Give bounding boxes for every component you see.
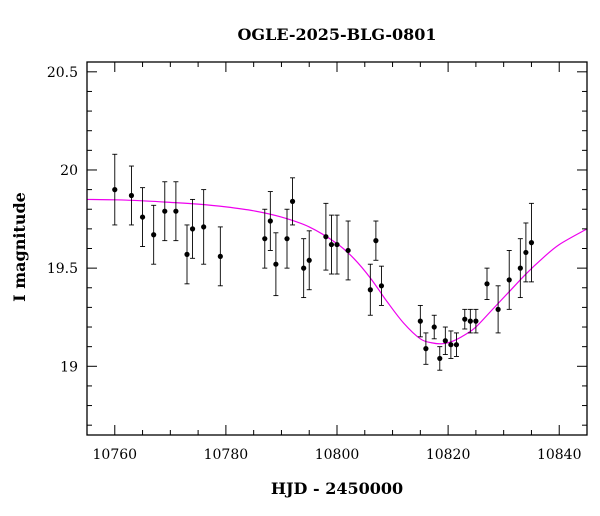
data-point-marker	[273, 261, 279, 267]
data-point-marker	[139, 214, 146, 220]
data-point	[267, 191, 273, 251]
data-point	[506, 250, 512, 310]
data-point	[139, 187, 146, 247]
data-point-marker	[467, 318, 473, 324]
data-point-marker	[128, 192, 135, 199]
data-point	[217, 226, 223, 287]
x-tick-label: 10780	[204, 447, 249, 463]
data-point	[442, 326, 448, 355]
data-point-marker	[306, 257, 312, 263]
y-axis-label: I magnitude	[10, 192, 29, 302]
data-point-marker	[328, 241, 335, 248]
data-point-marker	[262, 236, 268, 242]
data-point-marker	[473, 318, 479, 324]
data-point	[467, 308, 473, 334]
data-point-marker	[334, 241, 340, 248]
data-point	[173, 181, 179, 242]
data-point	[189, 198, 196, 259]
data-point-marker	[448, 342, 454, 348]
x-tick-label: 10820	[426, 447, 471, 463]
data-point	[423, 332, 429, 365]
data-point	[128, 165, 135, 226]
y-tick-label: 20.5	[47, 65, 78, 81]
data-point	[184, 224, 190, 285]
data-point-marker	[431, 324, 437, 330]
data-point-marker	[173, 208, 179, 214]
data-point-marker	[184, 251, 190, 257]
data-point	[473, 308, 479, 334]
data-point-marker	[151, 232, 157, 238]
data-point-marker	[217, 253, 223, 259]
data-point	[373, 220, 379, 261]
y-tick-label: 20	[60, 163, 78, 179]
data-point	[462, 308, 468, 330]
data-point	[523, 222, 529, 283]
data-point	[378, 265, 385, 306]
data-point-marker	[423, 346, 429, 352]
x-tick-label: 10760	[93, 447, 138, 463]
data-points-layer	[112, 153, 535, 371]
model-curve-layer	[86, 198, 588, 345]
data-point-marker	[462, 316, 468, 322]
data-point-marker	[162, 208, 168, 214]
data-point	[367, 263, 373, 316]
data-point-marker	[112, 187, 118, 193]
data-point	[517, 238, 523, 299]
data-point	[437, 346, 443, 371]
data-point-marker	[267, 218, 273, 224]
data-point-marker	[301, 265, 307, 271]
data-point-marker	[495, 306, 501, 312]
data-point	[528, 202, 535, 283]
data-point	[345, 220, 351, 281]
data-point-marker	[289, 198, 296, 204]
data-point-marker	[442, 338, 448, 344]
data-point-marker	[417, 318, 423, 324]
data-point	[431, 314, 437, 340]
data-point-marker	[484, 281, 490, 287]
data-point-marker	[189, 226, 196, 232]
data-point	[289, 177, 296, 226]
data-point	[151, 204, 157, 265]
data-point	[417, 304, 423, 338]
data-point	[306, 230, 312, 291]
x-axis-label: HJD - 2450000	[271, 479, 403, 498]
axes-layer: 10760 10780 10800 10820 10840 19 19.5 20 20.5	[47, 61, 588, 463]
data-point-marker	[345, 247, 351, 254]
data-point	[334, 214, 340, 275]
data-point	[495, 285, 501, 334]
data-point-marker	[323, 234, 329, 240]
data-point-marker	[378, 283, 385, 289]
data-point	[453, 332, 460, 357]
data-point-marker	[437, 355, 443, 362]
data-point	[262, 208, 268, 269]
chart-title: OGLE-2025-BLG-0801	[237, 25, 436, 44]
x-tick-label: 10840	[537, 447, 582, 463]
y-tick-label: 19	[60, 359, 78, 375]
data-point	[162, 181, 168, 242]
data-point-marker	[373, 238, 379, 244]
data-point-marker	[367, 287, 373, 293]
data-point	[448, 330, 454, 359]
data-point-marker	[453, 342, 460, 348]
data-point-marker	[506, 277, 512, 283]
data-point	[201, 189, 207, 265]
data-point	[323, 202, 329, 271]
x-tick-label: 10800	[315, 447, 360, 463]
data-point-marker	[523, 249, 529, 256]
data-point-marker	[528, 240, 535, 246]
data-point	[301, 238, 307, 299]
model-curve-line	[86, 198, 588, 345]
data-point	[328, 214, 335, 275]
y-tick-label: 19.5	[47, 261, 78, 277]
data-point	[273, 232, 279, 297]
data-point-marker	[517, 265, 523, 271]
data-point-marker	[284, 236, 290, 242]
data-point-marker	[201, 224, 207, 230]
data-point	[284, 208, 290, 269]
data-point	[112, 153, 118, 226]
data-point	[484, 267, 490, 300]
